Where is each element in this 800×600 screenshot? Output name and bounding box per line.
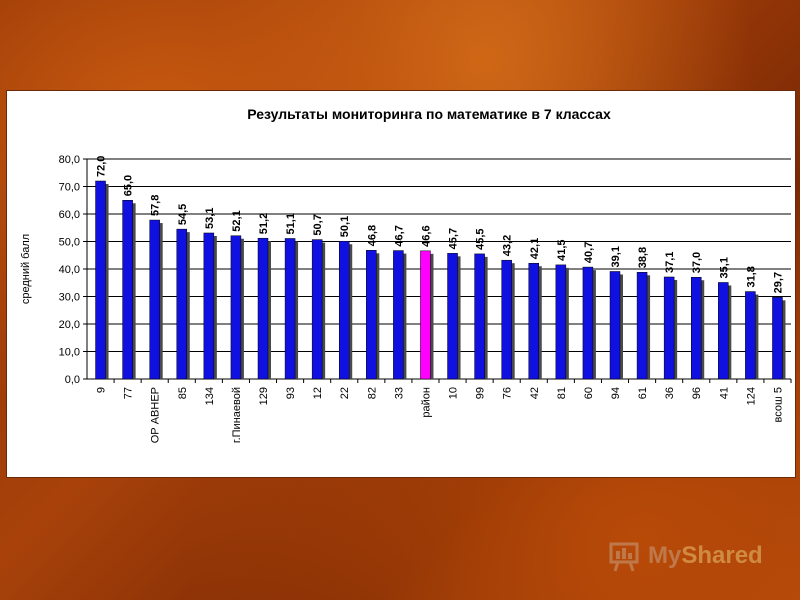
bar <box>636 272 648 380</box>
chart-title: Результаты мониторинга по математике в 7… <box>247 106 611 122</box>
x-tick-label: 124 <box>745 387 757 405</box>
data-label: 50,7 <box>312 214 324 235</box>
x-tick-label: 99 <box>475 387 487 399</box>
bar <box>447 253 458 380</box>
x-tick-label: 22 <box>339 387 351 399</box>
bar <box>95 180 106 380</box>
x-tick-label: всош 5 <box>772 387 784 422</box>
x-tick-label: 9 <box>96 387 108 393</box>
x-tick-label: 77 <box>123 387 135 399</box>
data-label: 43,2 <box>502 235 514 256</box>
bar <box>609 271 621 380</box>
x-tick-label: 94 <box>610 387 622 399</box>
data-label: 45,5 <box>475 228 487 249</box>
bar <box>501 259 512 380</box>
data-label: 50,1 <box>339 216 351 237</box>
data-label: 72,0 <box>96 156 108 177</box>
y-tick-label: 20,0 <box>59 319 80 331</box>
bar <box>582 266 594 380</box>
y-tick-label: 10,0 <box>59 347 80 359</box>
data-label: 42,1 <box>529 238 541 259</box>
x-tick-label: 10 <box>448 387 460 399</box>
data-label: 54,5 <box>177 204 189 225</box>
bar <box>474 253 485 380</box>
y-tick-label: 70,0 <box>59 182 80 194</box>
data-label: 51,2 <box>258 213 270 234</box>
data-label: 46,7 <box>393 225 405 246</box>
y-tick-label: 80,0 <box>59 154 80 166</box>
data-label: 29,7 <box>772 272 784 293</box>
bar <box>366 250 377 380</box>
bar <box>555 264 567 380</box>
presentation-icon <box>609 542 639 572</box>
x-tick-label: 42 <box>529 387 541 399</box>
bar <box>230 235 242 380</box>
data-label: 39,1 <box>610 246 622 267</box>
x-tick-label: 60 <box>583 387 595 399</box>
bar <box>772 297 783 380</box>
bar <box>284 238 296 380</box>
data-label: 31,8 <box>745 266 757 287</box>
data-label: 45,7 <box>448 228 460 249</box>
bar <box>528 262 540 380</box>
data-label: 37,0 <box>691 252 703 273</box>
data-label: 35,1 <box>718 257 730 278</box>
data-label: 46,6 <box>420 225 432 246</box>
bar <box>718 282 729 380</box>
x-tick-label: 36 <box>664 387 676 399</box>
y-tick-label: 50,0 <box>59 237 80 249</box>
data-label: 37,1 <box>664 252 676 273</box>
bar <box>311 239 323 380</box>
data-label: 40,7 <box>583 242 595 263</box>
x-tick-label: 134 <box>204 387 216 405</box>
data-label: 53,1 <box>204 208 216 229</box>
bar <box>663 276 675 380</box>
chart: Результаты мониторинга по математике в 7… <box>20 106 792 443</box>
x-tick-label: 85 <box>177 387 189 399</box>
x-tick-label: 33 <box>393 387 405 399</box>
y-tick-label: 0,0 <box>65 374 80 386</box>
x-tick-label: 81 <box>556 387 568 399</box>
data-label: 46,8 <box>366 225 378 246</box>
bar <box>203 232 215 380</box>
y-tick-label: 60,0 <box>59 209 80 221</box>
x-tick-label: 76 <box>502 387 514 399</box>
x-tick-label: 93 <box>285 387 297 399</box>
x-tick-label: 41 <box>718 387 730 399</box>
x-tick-label: 82 <box>366 387 378 399</box>
bar <box>338 240 350 380</box>
y-axis-label: средний балл <box>20 234 32 304</box>
y-tick-label: 30,0 <box>59 292 80 304</box>
x-tick-label: г.Пинаевой <box>231 387 243 443</box>
y-tick-label: 40,0 <box>59 264 80 276</box>
x-tick-label: 61 <box>637 387 649 399</box>
bar <box>420 250 431 380</box>
bar <box>745 291 756 380</box>
x-tick-label: 12 <box>312 387 324 399</box>
slide-frame: Результаты мониторинга по математике в 7… <box>6 90 796 478</box>
bar <box>149 219 160 380</box>
bar <box>122 200 133 380</box>
watermark-text: MyShared <box>648 542 763 569</box>
bar <box>690 277 702 380</box>
bar <box>257 237 269 380</box>
watermark: MyShared <box>608 538 778 574</box>
data-label: 57,8 <box>150 195 162 216</box>
data-label: 51,1 <box>285 213 297 234</box>
bar <box>176 228 188 380</box>
x-tick-label: 129 <box>258 387 270 405</box>
x-tick-label: 96 <box>691 387 703 399</box>
data-label: 38,8 <box>637 247 649 268</box>
data-label: 65,0 <box>123 175 135 196</box>
data-label: 52,1 <box>231 210 243 231</box>
bar <box>393 250 404 380</box>
data-label: 41,5 <box>556 239 568 260</box>
x-tick-label: район <box>420 387 432 418</box>
x-tick-label: ОР АВНЕР <box>150 387 162 443</box>
